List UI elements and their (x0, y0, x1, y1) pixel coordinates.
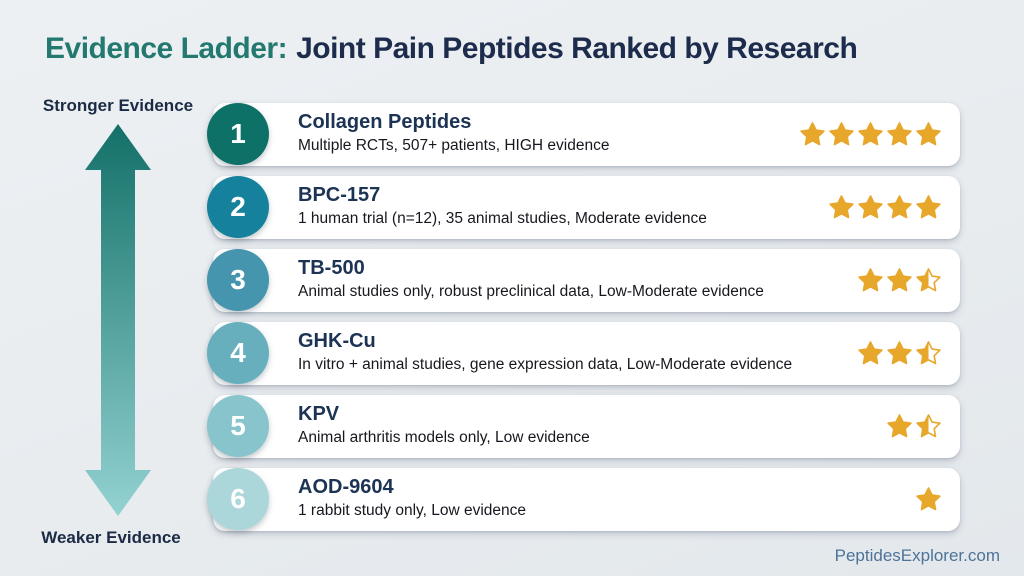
axis-label-stronger: Stronger Evidence (42, 96, 194, 115)
star-rating (828, 176, 942, 239)
peptide-row-5: 5 KPV Animal arthritis models only, Low … (207, 395, 960, 458)
peptide-name: BPC-157 (298, 184, 381, 206)
peptide-row-4: 4 GHK-Cu In vitro + animal studies, gene… (207, 322, 960, 385)
row-text: BPC-157 1 human trial (n=12), 35 animal … (298, 183, 770, 229)
evidence-arrow-icon (48, 120, 188, 520)
peptide-detail: Animal studies only, robust preclinical … (298, 283, 764, 300)
star-rating (886, 395, 942, 458)
peptide-name: GHK-Cu (298, 330, 376, 352)
peptide-detail: 1 human trial (n=12), 35 animal studies,… (298, 210, 707, 227)
rank-badge: 2 (207, 176, 269, 238)
peptide-row-6: 6 AOD-9604 1 rabbit study only, Low evid… (207, 468, 960, 531)
axis-label-weaker: Weaker Evidence (41, 528, 181, 547)
peptide-row-2: 2 BPC-157 1 human trial (n=12), 35 anima… (207, 176, 960, 239)
peptide-detail: 1 rabbit study only, Low evidence (298, 502, 527, 519)
row-text: KPV Animal arthritis models only, Low ev… (298, 402, 770, 448)
peptide-detail: In vitro + animal studies, gene expressi… (298, 356, 793, 373)
peptide-detail: Multiple RCTs, 507+ patients, HIGH evide… (298, 137, 610, 154)
rank-badge: 3 (207, 249, 269, 311)
peptide-detail: Animal arthritis models only, Low eviden… (298, 429, 590, 446)
title-main: Joint Pain Peptides Ranked by Research (296, 32, 858, 65)
page-title: Evidence Ladder: Joint Pain Peptides Rank… (45, 32, 858, 66)
row-text: Collagen Peptides Multiple RCTs, 507+ pa… (298, 110, 770, 156)
star-rating (857, 249, 942, 312)
peptide-row-3: 3 TB-500 Animal studies only, robust pre… (207, 249, 960, 312)
rank-badge: 5 (207, 395, 269, 457)
rank-badge: 1 (207, 103, 269, 165)
title-accent: Evidence Ladder: (45, 32, 288, 65)
peptide-name: AOD-9604 (298, 476, 394, 498)
peptide-name: Collagen Peptides (298, 111, 472, 133)
star-rating (915, 468, 942, 531)
rank-badge: 6 (207, 468, 269, 530)
peptide-name: TB-500 (298, 257, 365, 279)
row-text: GHK-Cu In vitro + animal studies, gene e… (298, 329, 793, 375)
site-watermark: PeptidesExplorer.com (834, 546, 1000, 565)
row-text: TB-500 Animal studies only, robust precl… (298, 256, 770, 302)
star-rating (857, 322, 942, 385)
row-text: AOD-9604 1 rabbit study only, Low eviden… (298, 475, 770, 521)
rank-badge: 4 (207, 322, 269, 384)
peptide-row-1: 1 Collagen Peptides Multiple RCTs, 507+ … (207, 103, 960, 166)
star-rating (799, 103, 942, 166)
peptide-name: KPV (298, 403, 340, 425)
